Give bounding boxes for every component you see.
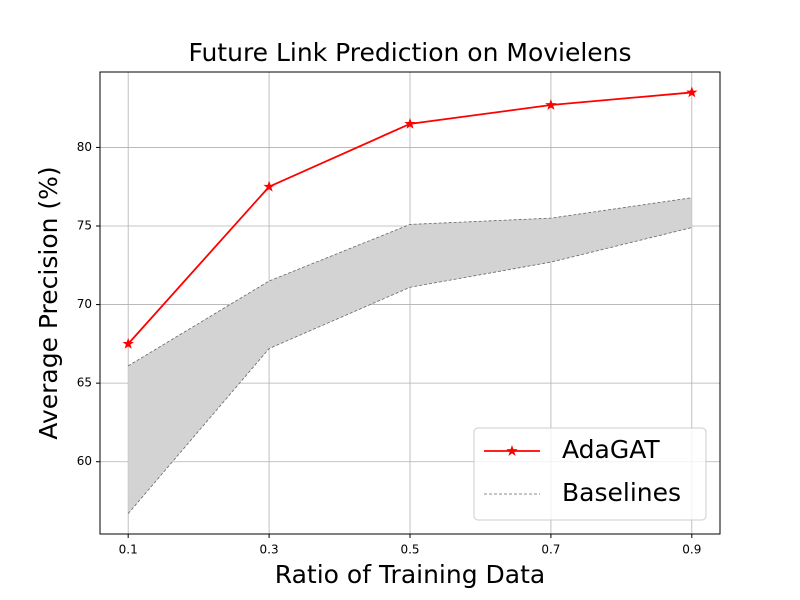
y-tick-label: 60 (77, 454, 92, 468)
band-edge (127, 197, 692, 367)
x-axis-label: Ratio of Training Data (275, 560, 545, 589)
band (128, 197, 692, 514)
legend-label: AdaGAT (562, 435, 660, 464)
x-tick-label: 0.9 (682, 543, 701, 557)
x-tick-label: 0.1 (119, 543, 138, 557)
y-tick-label: 80 (77, 140, 92, 154)
legend-marker (506, 444, 518, 456)
data-point (263, 180, 275, 192)
x-tick-label: 0.5 (400, 543, 419, 557)
y-tick-label: 75 (77, 219, 92, 233)
plot-frame (99, 71, 721, 535)
y-tick-label: 65 (77, 376, 92, 390)
data-point (122, 337, 134, 349)
x-tick-label: 0.7 (541, 543, 560, 557)
band-edge (127, 227, 692, 514)
y-axis-label: Average Precision (%) (34, 166, 63, 439)
chart-title: Future Link Prediction on Movielens (188, 38, 631, 67)
y-tick-label: 70 (77, 297, 92, 311)
x-tick-label: 0.3 (260, 543, 279, 557)
data-point (404, 117, 416, 129)
legend-label: Baselines (562, 478, 681, 507)
data-point (545, 98, 557, 110)
data-point (686, 86, 698, 98)
